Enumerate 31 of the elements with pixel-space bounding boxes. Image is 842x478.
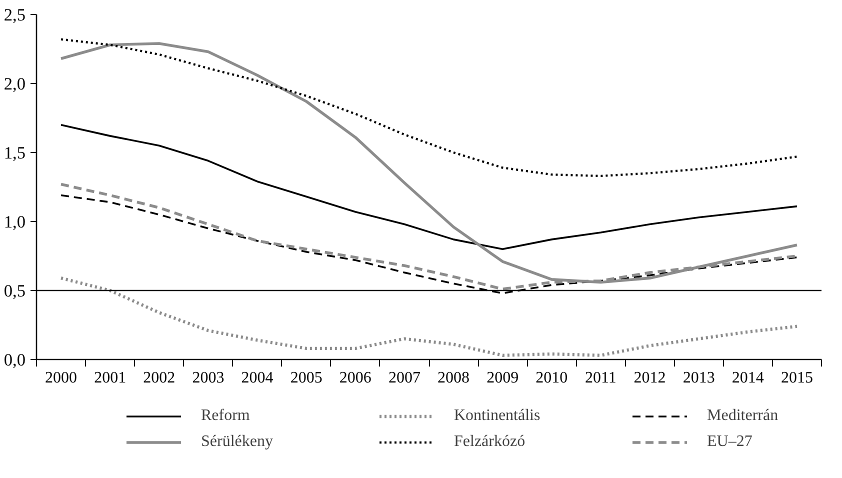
line-series — [60, 124, 798, 250]
y-tick-label: 1,5 — [4, 144, 26, 162]
x-tick-label: 2000 — [45, 370, 78, 386]
legend-label: Kontinentális — [454, 407, 542, 425]
x-tick-label: 2010 — [536, 370, 568, 386]
legend-label: Felzárkózó — [454, 433, 526, 451]
y-tick-label: 0,0 — [4, 350, 26, 370]
x-tick-label: 2004 — [241, 370, 274, 386]
x-tick-label: 2011 — [585, 370, 616, 386]
x-tick-label: 2007 — [388, 370, 420, 386]
x-tick-label: 2005 — [290, 370, 322, 386]
line-series — [59, 276, 799, 357]
legend-label: Mediterrán — [707, 407, 780, 425]
x-tick-label: 2015 — [780, 370, 813, 386]
legend-label: Reform — [201, 407, 251, 425]
x-tick-label: 2009 — [486, 370, 519, 386]
x-tick-label: 2014 — [732, 370, 764, 386]
x-tick-label: 2003 — [192, 370, 224, 386]
x-tick-label: 2012 — [634, 370, 666, 386]
y-tick-label: 0,5 — [4, 282, 26, 300]
x-tick-label: 2013 — [682, 370, 715, 386]
x-tick-label: 2006 — [339, 370, 372, 386]
x-tick-label: 2008 — [438, 370, 470, 386]
y-tick-label: 2,5 — [4, 6, 26, 24]
y-tick-label: 1,0 — [4, 212, 26, 232]
x-tick-label: 2001 — [94, 370, 126, 386]
line-series — [60, 38, 798, 178]
legend-label: Sérülékeny — [201, 433, 274, 451]
x-tick-label: 2002 — [143, 370, 176, 386]
legend-label: EU–27 — [707, 433, 754, 451]
y-tick-label: 2,0 — [4, 74, 26, 94]
